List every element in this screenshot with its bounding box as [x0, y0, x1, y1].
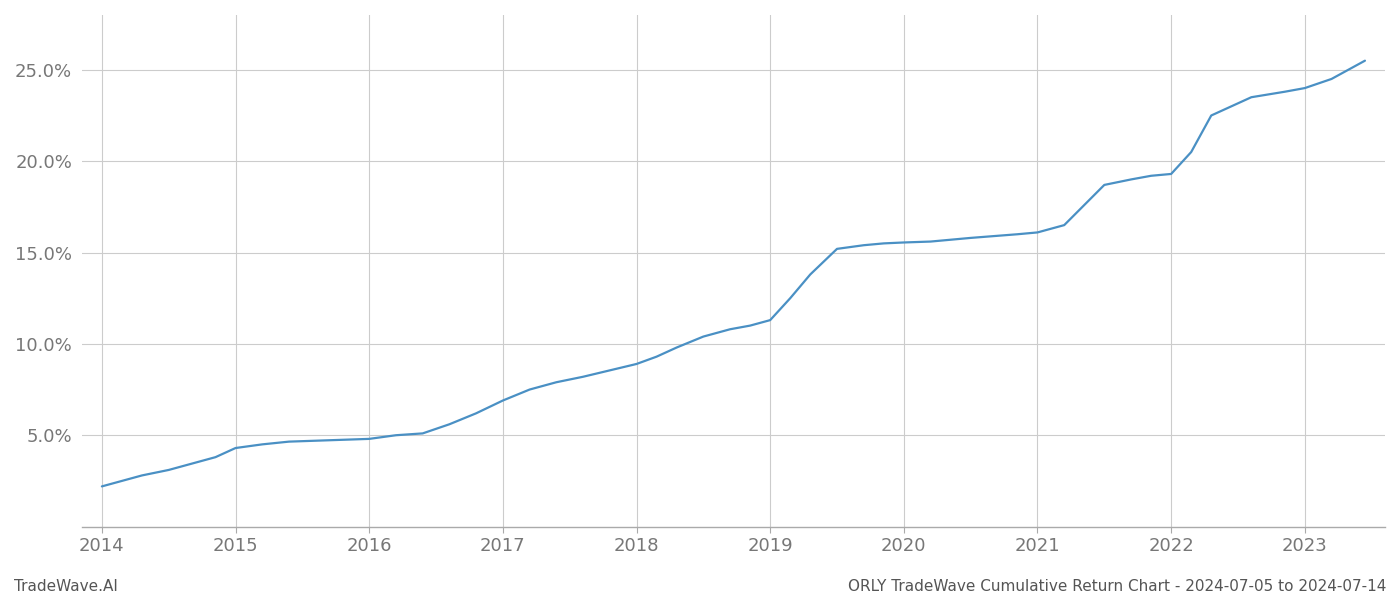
Text: ORLY TradeWave Cumulative Return Chart - 2024-07-05 to 2024-07-14: ORLY TradeWave Cumulative Return Chart -… [847, 579, 1386, 594]
Text: TradeWave.AI: TradeWave.AI [14, 579, 118, 594]
